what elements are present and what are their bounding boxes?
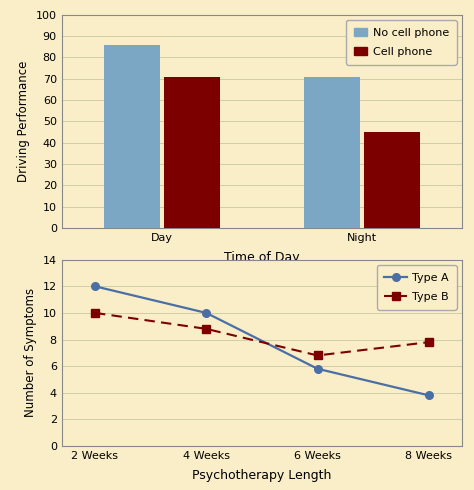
X-axis label: Time of Day: Time of Day xyxy=(224,251,300,264)
Type A xyxy=(426,392,432,398)
Type A xyxy=(92,283,98,289)
Legend: No cell phone, Cell phone: No cell phone, Cell phone xyxy=(346,20,456,65)
Y-axis label: Driving Performance: Driving Performance xyxy=(17,61,30,182)
Line: Type B: Type B xyxy=(91,309,433,359)
Type A xyxy=(203,310,209,316)
Type B xyxy=(203,326,209,332)
Bar xyxy=(104,45,160,228)
Legend: Type A, Type B: Type A, Type B xyxy=(377,265,456,310)
Y-axis label: Number of Symptoms: Number of Symptoms xyxy=(24,288,37,417)
Bar xyxy=(304,76,360,228)
Bar xyxy=(164,76,220,228)
X-axis label: Psychotherapy Length: Psychotherapy Length xyxy=(192,469,332,482)
Type A xyxy=(315,366,320,372)
Type B xyxy=(315,352,320,358)
Type B xyxy=(426,339,432,345)
Bar xyxy=(364,132,420,228)
Line: Type A: Type A xyxy=(91,282,433,399)
Type B xyxy=(92,310,98,316)
